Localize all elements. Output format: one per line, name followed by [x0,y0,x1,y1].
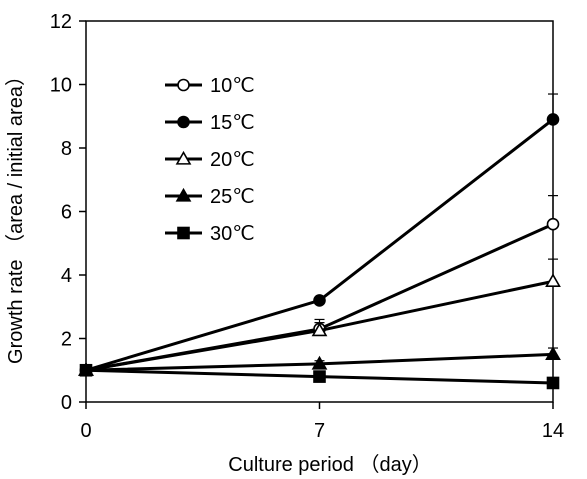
y-axis-title: Growth rate （area / initial area） [4,66,27,364]
data-point-circle [313,294,326,307]
data-point-circle [546,217,560,231]
y-tick-label: 4 [61,265,72,287]
legend-item: 25℃ [165,186,255,208]
data-point-triangle [545,346,561,361]
legend-item: 30℃ [165,223,255,245]
y-tick-label: 6 [61,202,72,224]
data-point-triangle [175,187,192,202]
data-point-triangle [545,273,561,288]
data-point-square [79,363,93,377]
series-square-filled [79,363,560,390]
data-point-circle [177,78,190,92]
y-tick-label: 12 [50,11,72,33]
legend-item: 15℃ [165,112,255,134]
legend-label: 10℃ [210,75,255,97]
x-tick-label: 7 [314,420,325,442]
x-axis-title: Culture period （day） [228,453,431,476]
data-point-triangle [175,150,192,165]
x-tick-label: 14 [542,420,564,442]
series-layer [78,93,561,390]
legend-label: 30℃ [210,223,255,245]
legend-item: 20℃ [165,149,255,171]
data-point-square [177,226,190,240]
legend-label: 15℃ [210,112,255,134]
legend-label: 20℃ [210,149,255,171]
y-tick-label: 0 [61,392,72,414]
y-tick-label: 2 [61,329,72,351]
data-point-square [546,376,560,390]
data-point-circle [177,115,190,129]
data-point-triangle [311,355,328,370]
x-axis: 0 7 14 [80,402,564,442]
x-tick-label: 0 [80,420,91,442]
legend-label: 25℃ [210,186,255,208]
y-tick-label: 8 [61,138,72,160]
legend-item: 10℃ [165,75,255,97]
plot-frame [85,20,554,403]
legend: 10℃ 15℃ 20℃ 25℃ 30℃ [165,75,255,245]
data-point-triangle [311,322,328,337]
series-circle-open [79,195,560,377]
y-tick-label: 10 [50,75,72,97]
data-point-circle [546,113,560,126]
data-point-square [313,370,326,383]
y-axis: 0 2 4 6 8 10 12 [50,11,86,414]
